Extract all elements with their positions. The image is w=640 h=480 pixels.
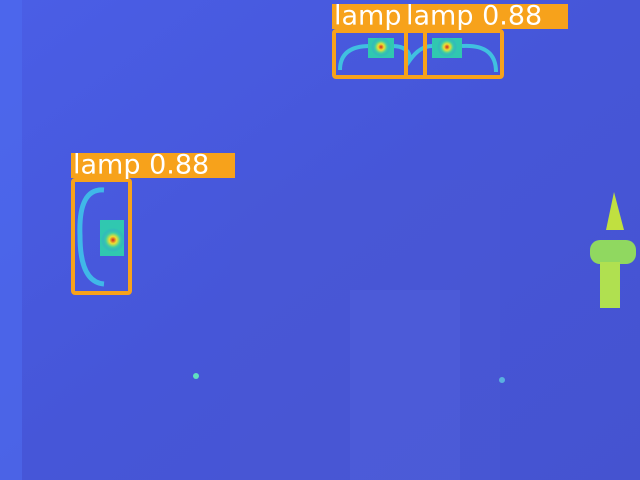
- label-background: [332, 4, 404, 29]
- lamp-cable: [77, 187, 105, 287]
- detection-label: lamp: [334, 1, 402, 32]
- doorway: [350, 290, 460, 480]
- lamp-hotspot: [371, 37, 391, 57]
- lamp-hotspot: [437, 37, 457, 57]
- hot-spot: [499, 377, 505, 383]
- label-background: [71, 153, 235, 178]
- bounding-box: [404, 29, 504, 79]
- fixture-top: [606, 192, 624, 230]
- detection-label: lamp 0.88: [73, 150, 209, 181]
- bounding-box: [71, 178, 132, 295]
- label-background: [404, 4, 568, 29]
- detection-label: lamp 0.88: [406, 1, 542, 32]
- hot-spot: [193, 373, 199, 379]
- fixture-bracket: [590, 240, 636, 264]
- bounding-box: [332, 29, 427, 79]
- wall-edge: [0, 0, 22, 480]
- lamp-hotspot: [101, 228, 125, 252]
- fixture-plate: [600, 262, 620, 308]
